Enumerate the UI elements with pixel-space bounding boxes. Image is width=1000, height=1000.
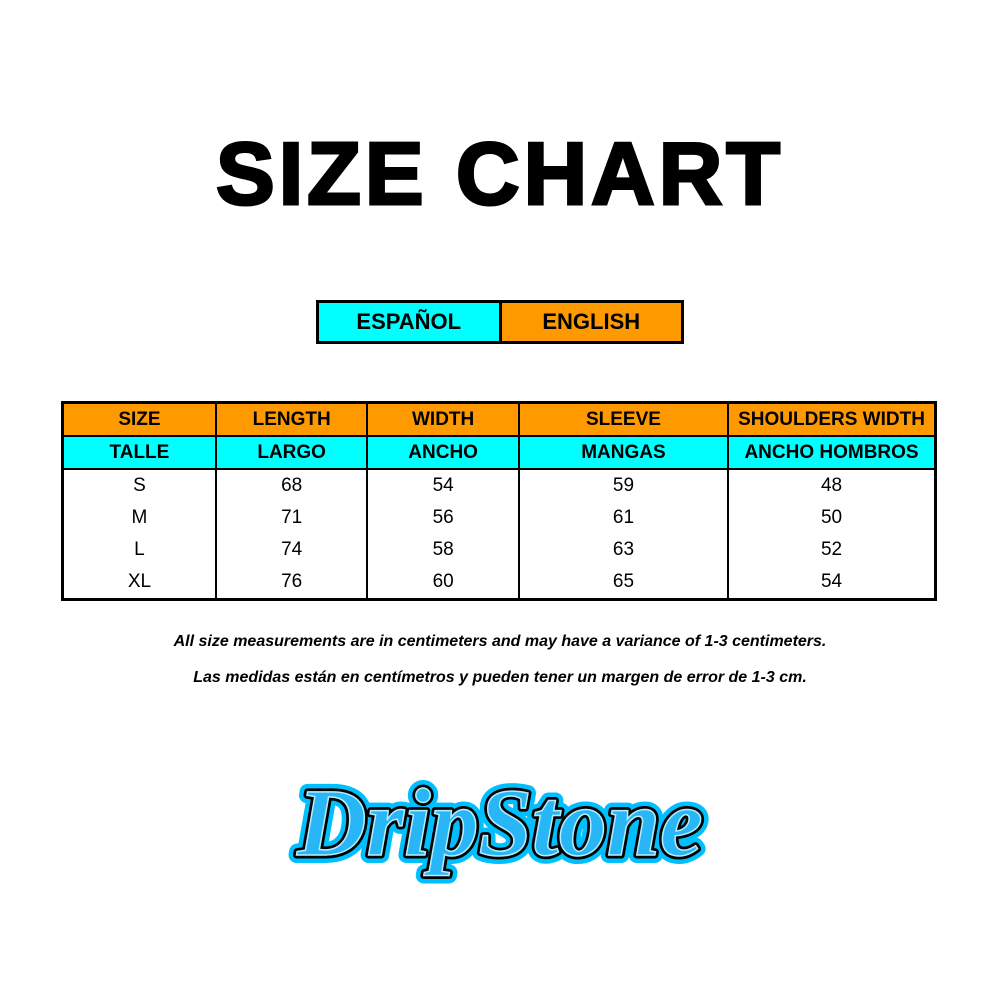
size-table: SIZE LENGTH WIDTH SLEEVE SHOULDERS WIDTH…	[61, 401, 937, 601]
table-cell: 74	[214, 534, 369, 566]
table-cell: 68	[214, 469, 369, 502]
header-cell: SHOULDERS WIDTH	[727, 401, 937, 437]
svg-text:DripStone: DripStone	[296, 769, 702, 876]
table-cell: 71	[214, 502, 369, 534]
table-cell: 54	[727, 566, 937, 600]
svg-text:DripStone: DripStone	[296, 769, 702, 876]
table-cell: 76	[214, 566, 369, 600]
table-row: XL 76 60 65 54	[61, 566, 937, 600]
table-cell: S	[61, 469, 217, 502]
table-cell: 60	[366, 566, 520, 600]
note-english: All size measurements are in centimeters…	[173, 633, 827, 650]
header-cell: ANCHO HOMBROS	[727, 435, 937, 470]
spanish-button[interactable]: ESPAÑOL	[319, 303, 502, 341]
header-cell: LENGTH	[214, 401, 369, 437]
table-cell: M	[61, 502, 217, 534]
table-cell: 54	[366, 469, 520, 502]
table-row: M 71 56 61 50	[61, 502, 937, 534]
header-cell: LARGO	[214, 435, 369, 470]
header-row-spanish: TALLE LARGO ANCHO MANGAS ANCHO HOMBROS	[61, 435, 937, 470]
english-button[interactable]: ENGLISH	[501, 303, 681, 341]
header-row-english: SIZE LENGTH WIDTH SLEEVE SHOULDERS WIDTH	[61, 401, 937, 437]
page-title: SIZE CHART	[215, 123, 784, 225]
table-cell: 48	[727, 469, 937, 502]
table-row: L 74 58 63 52	[61, 534, 937, 566]
table-cell: 59	[517, 469, 730, 502]
header-cell: MANGAS	[517, 435, 730, 470]
language-toggle: ESPAÑOL ENGLISH	[316, 300, 684, 344]
table-cell: XL	[61, 566, 217, 600]
header-cell: SLEEVE	[517, 401, 730, 437]
header-cell: TALLE	[61, 435, 217, 470]
table-cell: 50	[727, 502, 937, 534]
header-cell: SIZE	[61, 401, 217, 437]
dripstone-logo: DripStone DripStone DripStone	[288, 761, 710, 884]
svg-text:DripStone: DripStone	[296, 769, 702, 876]
table-cell: 56	[366, 502, 520, 534]
table-cell: L	[61, 534, 217, 566]
header-cell: WIDTH	[366, 401, 520, 437]
table-cell: 63	[517, 534, 730, 566]
table-cell: 58	[366, 534, 520, 566]
table-cell: 52	[727, 534, 937, 566]
table-cell: 61	[517, 502, 730, 534]
note-spanish: Las medidas están en centímetros y puede…	[193, 669, 807, 686]
table-row: S 68 54 59 48	[61, 469, 937, 502]
header-cell: ANCHO	[366, 435, 520, 470]
table-cell: 65	[517, 566, 730, 600]
